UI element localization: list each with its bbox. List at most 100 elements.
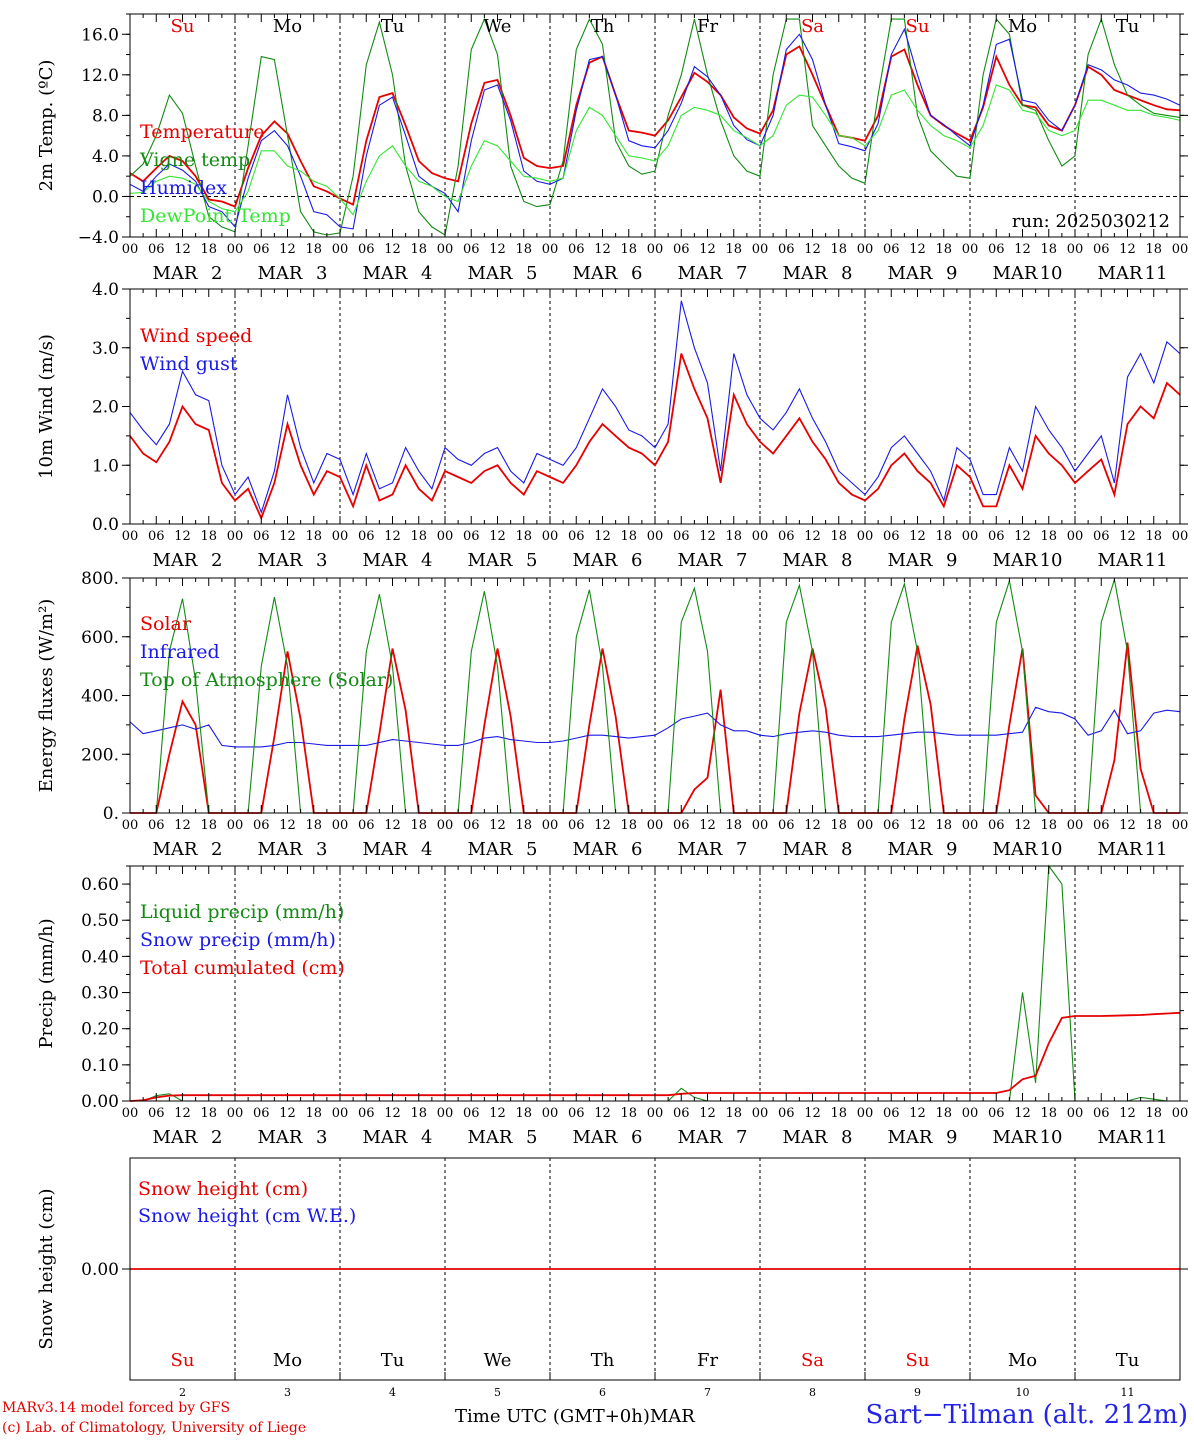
hour-tick-label: 06 — [253, 242, 270, 257]
hour-tick-label: 00 — [962, 818, 979, 833]
legend-entry: Snow height (cm W.E.) — [138, 1205, 356, 1227]
date-day-label: 6 — [599, 1386, 606, 1399]
hour-tick-label: 06 — [1093, 242, 1110, 257]
hour-tick-label: 12 — [594, 818, 611, 833]
hour-tick-label: 12 — [909, 818, 926, 833]
date-day-label: 5 — [526, 1127, 537, 1148]
hour-tick-label: 06 — [1093, 529, 1110, 544]
hour-tick-label: 12 — [489, 242, 506, 257]
hour-tick-label: 06 — [253, 818, 270, 833]
hour-tick-label: 12 — [384, 1106, 401, 1121]
hour-tick-label: 06 — [568, 529, 585, 544]
hour-tick-label: 06 — [988, 1106, 1005, 1121]
hour-tick-label: 00 — [437, 818, 454, 833]
date-month-label: MAR — [993, 839, 1038, 860]
date-month-label: MAR — [573, 839, 618, 860]
hour-tick-label: 06 — [463, 529, 480, 544]
hour-tick-label: 18 — [935, 1106, 952, 1121]
date-month-label: MAR — [573, 550, 618, 571]
y-tick-label: 4.0 — [92, 147, 119, 167]
hour-tick-label: 18 — [620, 242, 637, 257]
weekday-label: Su — [906, 1350, 930, 1371]
hour-tick-label: 06 — [778, 818, 795, 833]
hour-tick-label: 00 — [857, 529, 874, 544]
date-month-label: MAR — [993, 263, 1038, 284]
hour-tick-label: 18 — [830, 529, 847, 544]
weekday-label: Tu — [1116, 16, 1140, 37]
hour-tick-label: 00 — [647, 529, 664, 544]
hour-tick-label: 18 — [620, 1106, 637, 1121]
date-day-label: 10 — [1040, 839, 1063, 860]
y-tick-label: 0.30 — [81, 984, 119, 1004]
y-tick-label: 0.00 — [81, 1092, 119, 1112]
hour-tick-label: 18 — [305, 818, 322, 833]
hour-tick-label: 18 — [200, 242, 217, 257]
hour-tick-label: 06 — [568, 818, 585, 833]
model-credit: MARv3.14 model forced by GFS — [2, 1400, 231, 1416]
date-month-label: MAR — [468, 263, 513, 284]
date-month-label: MAR — [783, 1127, 828, 1148]
date-day-label: 8 — [841, 1127, 852, 1148]
weekday-label: Th — [591, 16, 615, 37]
hour-tick-label: 18 — [305, 529, 322, 544]
series-total-cumulated-cm — [129, 1011, 1181, 1102]
y-tick-label: 0.00 — [81, 1260, 119, 1280]
date-day-label: 8 — [841, 550, 852, 571]
y-axis-label: 2m Temp. (ºC) — [36, 60, 57, 192]
hour-tick-label: 06 — [1093, 818, 1110, 833]
hour-tick-label: 12 — [804, 529, 821, 544]
hour-tick-label: 12 — [174, 818, 191, 833]
hour-tick-label: 12 — [594, 242, 611, 257]
date-month-label: MAR — [258, 550, 303, 571]
hour-tick-label: 00 — [1067, 1106, 1084, 1121]
legend-entry: Vigne temp — [139, 149, 250, 171]
hour-tick-label: 18 — [620, 529, 637, 544]
y-tick-label: 12.0 — [81, 66, 119, 86]
hour-tick-label: 00 — [752, 1106, 769, 1121]
weekday-label: Fr — [697, 16, 718, 37]
y-tick-label: 200. — [81, 745, 119, 765]
date-day-label: 5 — [526, 263, 537, 284]
hour-tick-label: 12 — [1014, 242, 1031, 257]
hour-tick-label: 06 — [1093, 1106, 1110, 1121]
hour-tick-label: 00 — [122, 1106, 139, 1121]
hour-tick-label: 12 — [804, 818, 821, 833]
panel-3: 00 06 12 18 00 06 12 18 00 06 12 18 00 06 12 18 00 06 12 18… — [36, 569, 1188, 860]
hour-tick-label: 06 — [988, 818, 1005, 833]
date-day-label: 2 — [211, 1127, 222, 1148]
hour-tick-label: 12 — [1014, 529, 1031, 544]
date-month-label: MAR — [468, 839, 513, 860]
date-month-label: MAR — [468, 550, 513, 571]
y-tick-label: 1.0 — [92, 456, 119, 476]
hour-tick-label: 12 — [279, 818, 296, 833]
y-tick-label: 16.0 — [81, 25, 119, 45]
hour-tick-label: 06 — [673, 242, 690, 257]
date-month-label: MAR — [258, 263, 303, 284]
hour-tick-label: 00 — [1172, 242, 1189, 257]
hour-tick-label: 06 — [148, 242, 165, 257]
hour-tick-label: 18 — [410, 529, 427, 544]
date-month-label: MAR — [888, 839, 933, 860]
lab-credit: (c) Lab. of Climatology, University of L… — [2, 1420, 307, 1436]
hour-tick-label: 12 — [1119, 242, 1136, 257]
date-day-label: 3 — [316, 839, 327, 860]
time-axis-month: MAR — [649, 1406, 695, 1427]
hour-tick-label: 12 — [594, 1106, 611, 1121]
date-month-label: MAR — [258, 1127, 303, 1148]
hour-tick-label: 06 — [148, 529, 165, 544]
date-day-label: 5 — [526, 839, 537, 860]
hour-tick-label: 06 — [568, 242, 585, 257]
hour-tick-label: 06 — [673, 529, 690, 544]
hour-tick-label: 12 — [384, 818, 401, 833]
hour-tick-label: 00 — [962, 242, 979, 257]
date-day-label: 9 — [946, 550, 957, 571]
date-day-label: 9 — [946, 263, 957, 284]
hour-tick-label: 06 — [463, 818, 480, 833]
hour-tick-label: 06 — [883, 818, 900, 833]
hour-tick-label: 00 — [857, 818, 874, 833]
hour-tick-label: 18 — [935, 818, 952, 833]
hour-tick-label: 00 — [332, 1106, 349, 1121]
hour-tick-label: 00 — [1067, 818, 1084, 833]
hour-tick-label: 00 — [332, 818, 349, 833]
